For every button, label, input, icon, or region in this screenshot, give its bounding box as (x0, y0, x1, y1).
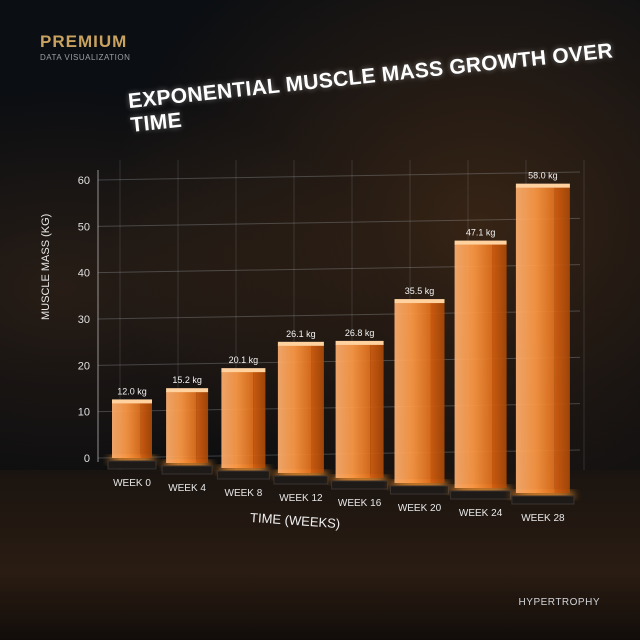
bar-side (196, 391, 209, 463)
y-tick-label: 30 (78, 314, 90, 326)
bar (112, 402, 141, 458)
y-tick-label: 10 (78, 407, 90, 419)
bar-base (450, 490, 512, 500)
brand-logo: PREMIUM DATA VISUALIZATION (40, 32, 130, 62)
bar (277, 344, 312, 473)
bar (221, 371, 254, 468)
bar-top (166, 388, 209, 393)
data-label: 20.1 kg (229, 355, 259, 365)
data-label: 26.1 kg (286, 329, 316, 339)
bar-side (370, 343, 384, 478)
bar-top (112, 399, 152, 404)
y-tick-label: 20 (78, 360, 90, 372)
brand-title: PREMIUM (40, 32, 128, 51)
bar (515, 186, 555, 494)
bar-top (335, 340, 384, 345)
bar-base (216, 470, 270, 480)
bar-top (277, 341, 324, 346)
bar-top (515, 183, 570, 188)
x-tick-label: WEEK 4 (168, 483, 206, 494)
bar-side (253, 371, 266, 468)
y-tick-label: 40 (78, 268, 90, 280)
gridline (97, 310, 581, 320)
x-tick-label: WEEK 24 (459, 508, 503, 519)
bar-base (390, 485, 449, 495)
bar (335, 343, 371, 478)
x-tick-label: WEEK 12 (279, 493, 323, 504)
bar-side (492, 243, 507, 488)
gridline (97, 264, 581, 274)
bar-side (430, 302, 445, 483)
x-tick-label: WEEK 16 (338, 498, 382, 509)
data-label: 58.0 kg (528, 171, 558, 181)
bar-top (454, 240, 507, 245)
bar-side (311, 344, 324, 473)
gridline (97, 217, 581, 227)
data-label: 12.0 kg (117, 386, 147, 396)
data-label: 35.5 kg (405, 286, 435, 296)
gridline (97, 171, 581, 181)
y-tick-label: 0 (84, 453, 90, 465)
y-tick-label: 60 (78, 175, 90, 187)
x-tick-label: WEEK 20 (398, 503, 442, 514)
y-tick-label: 50 (78, 221, 90, 233)
x-tick-label: WEEK 0 (113, 478, 151, 489)
bar (394, 302, 431, 483)
bar (454, 243, 493, 488)
x-tick-label: WEEK 8 (225, 488, 263, 499)
bar-base (511, 495, 575, 505)
x-tick-label: WEEK 28 (521, 513, 565, 524)
bar-top (221, 368, 266, 373)
bar-base (107, 460, 157, 470)
bar-top (394, 299, 445, 304)
bar-base (273, 475, 329, 485)
data-label: 26.8 kg (345, 328, 375, 338)
bar-side (554, 186, 570, 494)
bar (166, 391, 197, 463)
bar-side (140, 402, 152, 458)
brand-subtitle: DATA VISUALIZATION (40, 53, 131, 62)
footer-tag: HYPERTROPHY (518, 597, 600, 608)
data-label: 15.2 kg (172, 375, 202, 385)
data-label: 47.1 kg (466, 228, 496, 238)
bar-base (161, 465, 213, 475)
bar-base (331, 480, 389, 490)
